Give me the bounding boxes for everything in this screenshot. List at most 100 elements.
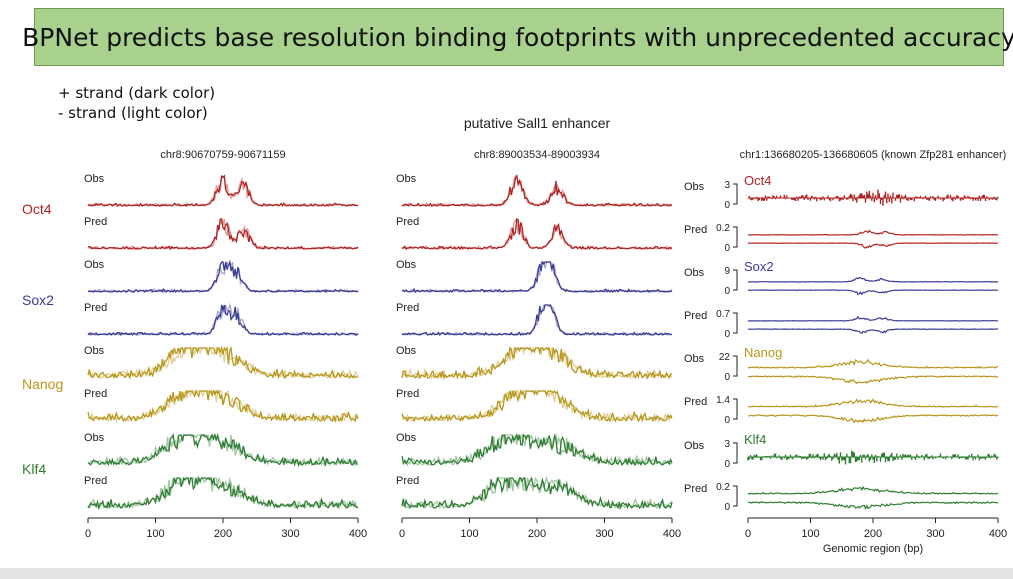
ytick-zero-klf4-pred: 0 <box>724 502 730 513</box>
xtick-label-col3-200: 200 <box>864 528 882 540</box>
trace-oct4-obs-col1-plus <box>87 174 359 208</box>
xtick-label-col1-400: 400 <box>349 528 367 540</box>
trace-oct4-obs-col1-minus <box>87 175 359 207</box>
xtick-label-col3-0: 0 <box>745 528 751 540</box>
panel-label-nanog-obs-col1: Obs <box>84 345 105 357</box>
ytick-zero-nanog-obs: 0 <box>724 372 730 383</box>
panel-label-sox2-pred-col2: Pred <box>396 302 419 314</box>
trace-oct4-pred-col3-minus <box>747 242 998 249</box>
trace-nanog-obs-col3-plus <box>747 358 999 369</box>
xtick-label-col3-300: 300 <box>926 528 944 540</box>
xtick-label-col3-100: 100 <box>801 528 819 540</box>
trace-sox2-obs-col3-minus <box>748 289 999 296</box>
slide-title: BPNet predicts base resolution binding f… <box>22 22 1013 52</box>
trace-klf4-obs-col2-plus <box>401 432 673 467</box>
panel-label-sox2-pred-col3: Pred <box>684 310 707 322</box>
panel-label-oct4-pred-col3: Pred <box>684 224 707 236</box>
ytick-top-nanog-obs: 22 <box>719 352 731 363</box>
factor-label-col3-sox2: Sox2 <box>744 259 774 274</box>
legend-minus-strand: - strand (light color) <box>58 104 208 122</box>
panel-label-oct4-obs-col3: Obs <box>684 181 705 193</box>
xtick-label-col1-300: 300 <box>281 528 299 540</box>
chart1-title: chr8:90670759-90671159 <box>160 149 285 161</box>
trace-klf4-pred-col3-minus <box>747 501 999 511</box>
trace-oct4-obs-col2-plus <box>401 174 673 207</box>
ytick-top-nanog-pred: 1.4 <box>716 395 730 406</box>
factor-label-sox2: Sox2 <box>22 292 54 308</box>
ytick-top-sox2-pred: 0.7 <box>716 309 730 320</box>
yaxis-oct4-pred <box>733 226 738 248</box>
trace-oct4-pred-col1-plus <box>87 218 359 251</box>
trace-sox2-pred-col2-plus <box>401 303 673 336</box>
trace-oct4-obs-col2-minus <box>401 175 673 207</box>
trace-sox2-pred-col3-minus <box>747 328 999 334</box>
factor-label-nanog: Nanog <box>22 376 63 392</box>
yaxis-nanog-pred <box>733 398 738 420</box>
ytick-top-oct4-pred: 0.2 <box>716 223 730 234</box>
trace-sox2-obs-col2-plus <box>401 260 673 294</box>
yaxis-oct4-obs <box>733 183 738 205</box>
ytick-top-klf4-obs: 3 <box>724 439 730 450</box>
yaxis-sox2-obs <box>733 269 738 291</box>
panel-label-sox2-obs-col3: Obs <box>684 267 705 279</box>
chart2-supertitle: putative Sall1 enhancer <box>464 115 611 131</box>
ytick-top-klf4-pred: 0.2 <box>716 482 730 493</box>
yaxis-klf4-pred <box>733 485 738 507</box>
trace-nanog-obs-col1-plus <box>87 345 358 380</box>
trace-nanog-pred-col2-plus <box>401 389 673 423</box>
panel-label-klf4-pred-col1: Pred <box>84 475 107 487</box>
panel-label-sox2-obs-col2: Obs <box>396 259 417 271</box>
factor-label-col3-klf4: Klf4 <box>744 432 766 447</box>
trace-klf4-pred-col2-plus <box>401 476 673 510</box>
ytick-zero-nanog-pred: 0 <box>724 415 730 426</box>
xtick-label-col2-100: 100 <box>460 528 478 540</box>
trace-nanog-pred-col3-plus <box>747 398 999 408</box>
panel-label-oct4-pred-col2: Pred <box>396 216 419 228</box>
yaxis-klf4-obs <box>733 442 738 464</box>
legend-plus-strand: + strand (dark color) <box>58 84 216 102</box>
panel-label-klf4-obs-col3: Obs <box>684 440 705 452</box>
xtick-label-col1-200: 200 <box>214 528 232 540</box>
ytick-zero-sox2-pred: 0 <box>724 329 730 340</box>
panel-label-nanog-pred-col2: Pred <box>396 388 419 400</box>
trace-nanog-pred-col1-plus <box>87 389 359 424</box>
factor-label-klf4: Klf4 <box>22 461 46 477</box>
panel-label-nanog-obs-col2: Obs <box>396 345 417 357</box>
factor-label-col3-nanog: Nanog <box>744 345 782 360</box>
xtick-label-col1-0: 0 <box>85 528 91 540</box>
trace-klf4-obs-col1-minus <box>87 432 359 467</box>
ytick-top-oct4-obs: 3 <box>724 180 730 191</box>
trace-sox2-obs-col2-minus <box>401 261 673 293</box>
trace-sox2-pred-col3-plus <box>747 315 999 322</box>
trace-klf4-obs-col2-minus <box>401 432 673 467</box>
panel-label-oct4-obs-col1: Obs <box>84 173 105 185</box>
xtick-label-col1-100: 100 <box>146 528 164 540</box>
panel-label-klf4-obs-col1: Obs <box>84 432 105 444</box>
trace-oct4-pred-col2-minus <box>401 219 673 250</box>
xtick-label-col2-0: 0 <box>399 528 405 540</box>
panel-label-nanog-obs-col3: Obs <box>684 353 705 365</box>
factor-label-oct4: Oct4 <box>22 201 52 217</box>
ytick-zero-sox2-obs: 0 <box>724 286 730 297</box>
panel-label-sox2-obs-col1: Obs <box>84 259 105 271</box>
xtick-label-col2-200: 200 <box>528 528 546 540</box>
trace-sox2-obs-col1-plus <box>87 259 359 293</box>
panel-label-oct4-pred-col1: Pred <box>84 216 107 228</box>
trace-sox2-obs-col1-minus <box>87 260 359 294</box>
trace-nanog-obs-col3-minus <box>747 375 999 385</box>
xaxis-label-col3: Genomic region (bp) <box>823 543 923 555</box>
trace-oct4-pred-col2-plus <box>401 217 673 251</box>
trace-nanog-obs-col2-plus <box>401 346 673 380</box>
panel-label-klf4-pred-col2: Pred <box>396 475 419 487</box>
title-banner: BPNet predicts base resolution binding f… <box>22 8 1013 66</box>
trace-sox2-pred-col1-plus <box>87 304 359 336</box>
trace-sox2-pred-col2-minus <box>401 304 673 336</box>
factor-label-col3-oct4: Oct4 <box>744 173 771 188</box>
panel-label-klf4-obs-col2: Obs <box>396 432 417 444</box>
panel-label-oct4-obs-col2: Obs <box>396 173 417 185</box>
panel-label-klf4-pred-col3: Pred <box>684 483 707 495</box>
yaxis-sox2-pred <box>733 312 738 334</box>
ytick-zero-klf4-obs: 0 <box>724 459 730 470</box>
